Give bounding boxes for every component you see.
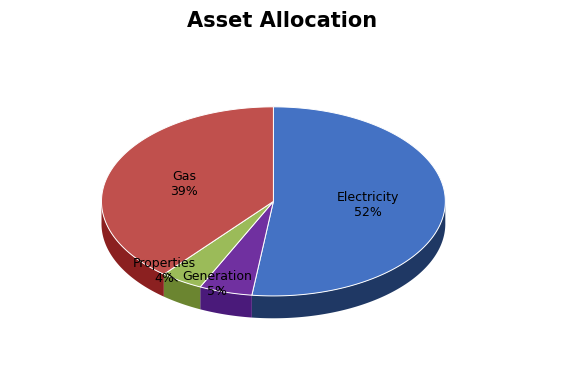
Polygon shape	[164, 201, 274, 287]
Polygon shape	[200, 201, 274, 295]
Title: Asset Allocation: Asset Allocation	[187, 11, 377, 31]
Polygon shape	[102, 200, 164, 296]
Polygon shape	[164, 274, 200, 309]
Text: Gas
39%: Gas 39%	[170, 170, 199, 198]
Polygon shape	[252, 200, 446, 318]
Text: Generation
5%: Generation 5%	[182, 270, 252, 298]
Polygon shape	[102, 107, 274, 274]
Polygon shape	[252, 107, 446, 296]
Text: Properties
4%: Properties 4%	[133, 257, 196, 285]
Polygon shape	[200, 287, 252, 318]
Text: Electricity
52%: Electricity 52%	[337, 191, 399, 219]
